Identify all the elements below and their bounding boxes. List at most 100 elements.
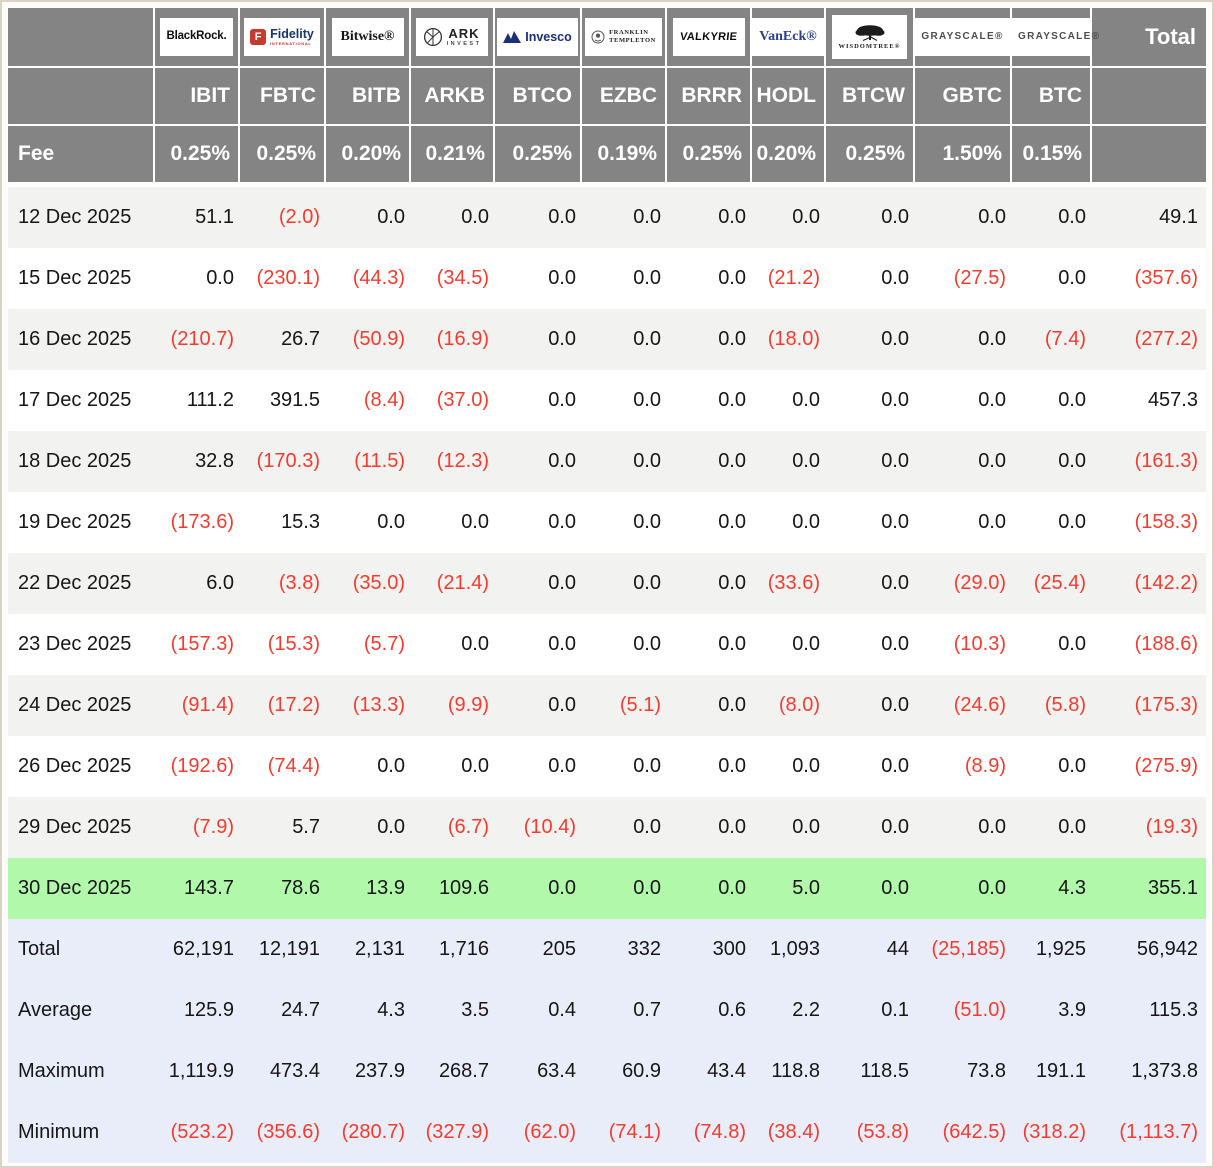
row-total-cell: 457.3	[1147, 389, 1198, 411]
flow-cell: (7.9)	[192, 816, 234, 838]
summary-cell: 3.9	[1058, 999, 1086, 1021]
bitwise-logo: Bitwise®	[331, 18, 404, 56]
summary-cell: 300	[712, 938, 746, 960]
row-total-cell: (175.3)	[1134, 694, 1198, 716]
row-total-cell: 49.1	[1159, 206, 1198, 228]
flow-cell: 0.0	[718, 633, 746, 655]
date-cell: 17 Dec 2025	[18, 389, 132, 411]
flow-cell: (33.6)	[767, 572, 820, 594]
date-cell: 29 Dec 2025	[18, 816, 132, 838]
row-total-cell: (158.3)	[1134, 511, 1198, 533]
summary-cell: 1,119.9	[168, 1060, 234, 1082]
flow-cell: (192.6)	[170, 755, 234, 777]
valkyrie-logo: VALKYRIE	[672, 18, 745, 56]
summary-cell: (53.8)	[856, 1121, 909, 1143]
flow-cell: 0.0	[1058, 389, 1086, 411]
flow-cell: (10.3)	[953, 633, 1006, 655]
fee-hodl: 0.20%	[752, 126, 826, 187]
wisdomtree-tree-icon	[849, 24, 891, 43]
summary-cell: 125.9	[183, 999, 234, 1021]
flow-cell: (17.2)	[267, 694, 320, 716]
flow-cell: 78.6	[281, 877, 320, 899]
blackrock-logo: BlackRock.	[160, 18, 233, 56]
fidelity-logo-text: Fidelity INTERNATIONAL	[270, 28, 314, 46]
issuer-header-gbtc: GRAYSCALE®	[915, 8, 1012, 68]
ticker-bitb: BITB	[326, 68, 411, 126]
flow-cell: 0.0	[978, 816, 1006, 838]
fidelity-f-icon: F	[250, 29, 267, 45]
franklin-emblem-icon	[591, 30, 605, 44]
fee-bitb: 0.20%	[326, 126, 411, 187]
date-cell: 15 Dec 2025	[18, 267, 132, 289]
summary-row-average: Average 125.9 24.7 4.3 3.5 0.4 0.7 0.6 2.2 0.1 (51…	[8, 980, 1206, 1041]
invesco-logo-text: Invesco	[525, 31, 572, 44]
flow-cell: 391.5	[269, 389, 320, 411]
flow-cell: (12.3)	[436, 450, 489, 472]
flow-row: 18 Dec 2025 32.8 (170.3) (11.5) (12.3) 0.0 0.0…	[8, 431, 1206, 492]
issuer-header-bitb: Bitwise®	[326, 8, 411, 68]
summary-cell: 118.5	[860, 1060, 909, 1082]
logo-line: VanEck®	[759, 29, 817, 44]
blackrock-logo-text: BlackRock.	[166, 31, 226, 43]
flow-cell: 0.0	[978, 328, 1006, 350]
summary-cell: (356.6)	[256, 1121, 320, 1143]
ticker-btco: BTCO	[495, 68, 582, 126]
logo-line: INVEST	[446, 40, 482, 47]
flow-cell: 0.0	[881, 694, 909, 716]
flow-cell: (50.9)	[352, 328, 405, 350]
flow-row: 12 Dec 2025 51.1 (2.0) 0.0 0.0 0.0 0.0 0.0 0.0 0.…	[8, 187, 1206, 248]
ticker-btc: BTC	[1012, 68, 1092, 126]
ticker-gbtc: GBTC	[915, 68, 1012, 126]
fee-btcw: 0.25%	[826, 126, 915, 187]
issuer-header-btco: Invesco	[495, 8, 582, 68]
fee-brrr: 0.25%	[667, 126, 752, 187]
flow-cell: 0.0	[548, 572, 576, 594]
flow-cell: (3.8)	[278, 572, 320, 594]
flow-cell: 26.7	[281, 328, 320, 350]
flow-cell: 0.0	[1058, 450, 1086, 472]
flow-row: 22 Dec 2025 6.0 (3.8) (35.0) (21.4) 0.0 0.0 0.0…	[8, 553, 1206, 614]
vaneck-logo: VanEck®	[752, 18, 824, 56]
ark-invest-logo-text: ARK INVEST	[447, 27, 482, 47]
flow-cell: (2.0)	[278, 206, 320, 228]
date-cell: 26 Dec 2025	[18, 755, 132, 777]
ark-circle-icon	[423, 27, 443, 47]
flow-cell: 0.0	[633, 267, 661, 289]
flow-cell: (15.3)	[267, 633, 320, 655]
fee-gbtc: 1.50%	[915, 126, 1012, 187]
flow-cell: (21.2)	[767, 267, 820, 289]
flow-cell: 0.0	[978, 877, 1006, 899]
flow-cell: 0.0	[206, 267, 234, 289]
summary-cell: (74.1)	[608, 1121, 661, 1143]
issuer-header-btc: GRAYSCALE®	[1012, 8, 1107, 68]
summary-cell: 2.2	[792, 999, 820, 1021]
row-total-cell: (275.9)	[1134, 755, 1198, 777]
logo-line: WISDOMTREE®	[838, 42, 901, 50]
fee-fbtc: 0.25%	[240, 126, 326, 187]
flow-cell: 0.0	[881, 633, 909, 655]
flow-cell: 0.0	[377, 511, 405, 533]
flow-cell: 0.0	[1058, 633, 1086, 655]
wisdomtree-logo-text: WISDOMTREE®	[838, 42, 901, 51]
flow-cell: 0.0	[881, 328, 909, 350]
flow-row: 29 Dec 2025 (7.9) 5.7 0.0 (6.7) (10.4) 0.0 0.0 0…	[8, 797, 1206, 858]
summary-cell: 1,093	[769, 938, 820, 960]
row-total-cell: (277.2)	[1134, 328, 1198, 350]
flow-cell: 0.0	[718, 389, 746, 411]
summary-total-cell: (1,113.7)	[1119, 1121, 1198, 1143]
summary-cell: 24.7	[281, 999, 320, 1021]
flow-cell: 0.0	[978, 511, 1006, 533]
flow-cell: 0.0	[718, 511, 746, 533]
flow-cell: 0.0	[718, 267, 746, 289]
flow-cell: 0.0	[633, 389, 661, 411]
flow-cell: 0.0	[548, 389, 576, 411]
logo-line: Fidelity	[270, 27, 314, 41]
summary-cell: (51.0)	[953, 999, 1006, 1021]
date-cell: 30 Dec 2025	[18, 877, 132, 899]
flow-cell: 0.0	[718, 206, 746, 228]
fidelity-logo: F Fidelity INTERNATIONAL	[244, 18, 320, 56]
flow-cell: 0.0	[548, 206, 576, 228]
flow-cell: 0.0	[792, 511, 820, 533]
flow-cell: (230.1)	[256, 267, 320, 289]
summary-total-cell: 115.3	[1149, 999, 1198, 1021]
